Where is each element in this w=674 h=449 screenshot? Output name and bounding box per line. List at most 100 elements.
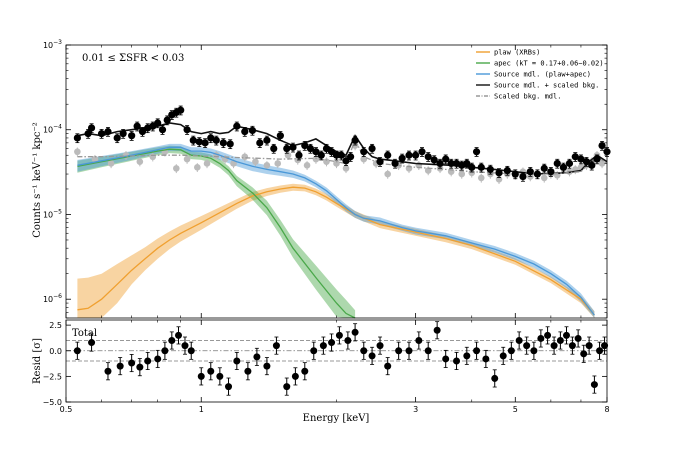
data-point: [317, 151, 325, 159]
residual-point: [574, 334, 582, 342]
bkg-point: [323, 158, 330, 165]
legend-entry: Source mdl. (plaw+apec): [494, 71, 591, 79]
residual-point: [424, 347, 432, 355]
residual-point: [233, 357, 241, 365]
bkg-point: [598, 160, 606, 167]
residual-point: [544, 331, 552, 339]
data-point: [256, 139, 264, 147]
data-point: [154, 119, 162, 127]
residual-point: [562, 331, 570, 339]
data-point: [158, 126, 167, 134]
data-point: [226, 140, 234, 148]
residual-point: [272, 342, 280, 350]
residual-point: [283, 383, 291, 391]
data-point: [571, 153, 579, 161]
data-point: [289, 143, 297, 151]
data-point: [526, 168, 534, 176]
data-point: [195, 138, 203, 146]
y-tick-label: 10−6: [43, 293, 62, 304]
data-point: [347, 153, 355, 161]
residual-point: [384, 362, 392, 370]
residual-point: [136, 363, 144, 371]
bkg-point: [540, 174, 548, 182]
data-point: [183, 126, 191, 134]
bkg-point: [263, 162, 271, 169]
bkg-point: [274, 160, 282, 167]
y-tick-label: 10−5: [43, 208, 62, 219]
data-point: [463, 159, 471, 168]
data-point: [582, 158, 591, 166]
apec-band: [77, 145, 356, 318]
residual-point: [291, 372, 299, 380]
data-point: [405, 151, 413, 159]
plaw-xrbs--line: [77, 186, 595, 316]
data-point: [276, 132, 284, 140]
data-point: [418, 148, 426, 156]
residual-point: [368, 352, 376, 360]
residual-point: [537, 334, 545, 342]
bkg-point: [360, 155, 368, 163]
data-point: [424, 153, 432, 161]
bkg-point: [342, 165, 350, 172]
residual-point: [491, 374, 499, 382]
data-point: [540, 164, 548, 172]
legend-entry: Scaled bkg. mdl.: [494, 93, 561, 101]
data-point: [486, 165, 494, 174]
residual-point: [351, 328, 359, 336]
data-point: [593, 155, 601, 163]
data-point: [241, 128, 249, 136]
residual-point: [144, 357, 152, 365]
residual-point: [116, 362, 124, 370]
y-axis-label: Counts s⁻¹ keV⁻¹ kpc⁻²: [32, 122, 43, 238]
residual-point: [335, 331, 343, 339]
residual-point: [453, 357, 461, 365]
residual-point: [154, 355, 162, 363]
data-point: [270, 144, 278, 153]
data-point: [577, 155, 585, 163]
data-point: [219, 139, 227, 147]
residual-point: [523, 342, 531, 350]
residual-point: [507, 347, 515, 355]
y-tick-label: 10−3: [43, 39, 62, 50]
residual-point: [73, 347, 81, 355]
data-point: [598, 141, 606, 150]
x-axis-label: Energy [keV]: [303, 413, 370, 424]
data-point: [283, 144, 291, 153]
data-point: [436, 159, 444, 168]
residual-point: [473, 347, 481, 355]
data-point: [553, 159, 561, 168]
data-point: [295, 151, 303, 159]
residual-point: [168, 337, 176, 344]
residual-point: [310, 347, 318, 355]
data-point: [533, 170, 542, 178]
residual-point: [530, 347, 538, 355]
bkg-point: [183, 155, 191, 163]
residual-point: [216, 372, 224, 380]
data-point: [477, 163, 485, 171]
data-point: [138, 128, 147, 136]
data-point: [301, 141, 309, 150]
bkg-point: [333, 160, 340, 167]
residual-point: [499, 352, 507, 360]
legend-entry: plaw (XRBs): [494, 49, 540, 57]
source-mdl-plaw-apec--line: [77, 146, 595, 316]
residual-point: [395, 347, 403, 355]
bkg-point: [194, 164, 201, 171]
residual-point: [128, 359, 136, 367]
bkg-point: [384, 170, 391, 178]
residual-point: [88, 339, 96, 347]
sfr-range-annotation: 0.01 ≤ ΣSFR < 0.03: [82, 53, 184, 64]
bkg-point: [91, 155, 99, 163]
data-point: [376, 158, 384, 166]
data-point: [207, 134, 215, 142]
data-point: [263, 136, 271, 144]
bkg-point: [173, 165, 180, 172]
y-tick-label: 10−4: [43, 124, 62, 135]
resid-y-tick-label: 2.5: [49, 321, 62, 330]
residual-point: [596, 347, 604, 355]
plaw-xrbs--band: [77, 183, 595, 318]
data-point: [73, 134, 81, 142]
resid-y-tick-label: 0.0: [49, 347, 62, 356]
residual-point: [104, 367, 112, 375]
residual-point: [590, 381, 598, 389]
